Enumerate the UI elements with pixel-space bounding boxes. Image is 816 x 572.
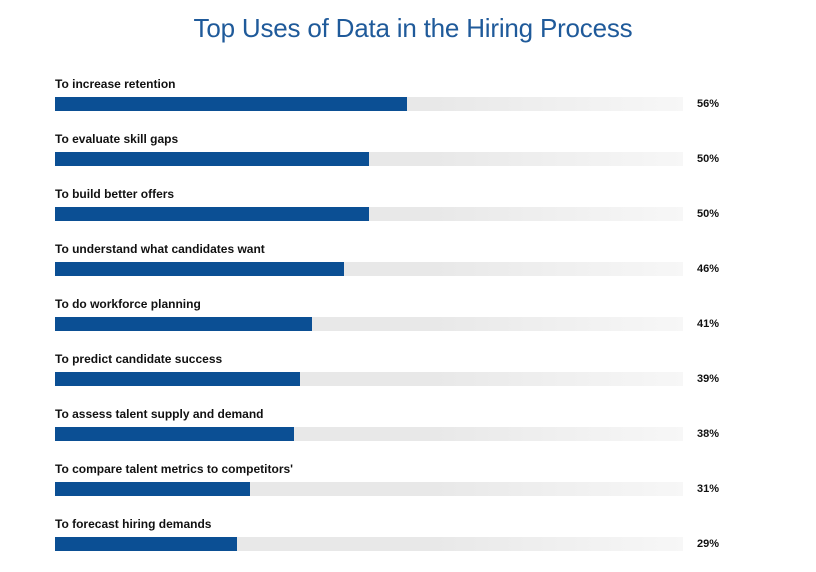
bar-value-label: 41% (697, 318, 720, 330)
bar-fill (55, 207, 369, 221)
bar-row: To build better offers 50% (55, 187, 755, 242)
bar-row: To understand what candidates want 46% (55, 242, 755, 297)
bar-label: To do workforce planning (55, 297, 201, 311)
chart-title: Top Uses of Data in the Hiring Process (193, 13, 633, 43)
bar-track (55, 372, 683, 386)
bar-fill (55, 317, 313, 331)
bar-fill (55, 97, 407, 111)
bar-fill (55, 427, 294, 441)
bar-list: To increase retention 56% To evaluate skil… (55, 77, 755, 572)
bar-row: To compare talent metrics to competitors… (55, 462, 755, 517)
bar-row: To increase retention 56% (55, 77, 755, 132)
bar-track (55, 97, 683, 111)
bar-label: To increase retention (55, 77, 176, 91)
bar-value-label: 29% (697, 538, 720, 550)
bar-track (55, 537, 683, 551)
bar-fill (55, 372, 300, 386)
bar-row: To do workforce planning 41% (55, 297, 755, 352)
bar-value-label: 50% (697, 208, 720, 220)
bar-fill (55, 537, 238, 551)
bar-label: To understand what candidates want (55, 242, 265, 256)
bar-row: To assess talent supply and demand 38% (55, 407, 755, 462)
bar-track (55, 317, 683, 331)
bar-fill (55, 482, 250, 496)
bar-fill (55, 262, 344, 276)
bar-label: To forecast hiring demands (55, 517, 212, 531)
bar-track (55, 262, 683, 276)
bar-label: To predict candidate success (55, 352, 223, 366)
bar-fill (55, 152, 369, 166)
bar-row: To predict candidate success 39% (55, 352, 755, 407)
bar-row: To evaluate skill gaps 50% (55, 132, 755, 187)
bar-value-label: 39% (697, 373, 720, 385)
bar-track (55, 482, 683, 496)
bar-label: To assess talent supply and demand (55, 407, 264, 421)
bar-label: To evaluate skill gaps (55, 132, 179, 146)
bar-value-label: 46% (697, 263, 720, 275)
bar-label: To compare talent metrics to competitors… (55, 462, 294, 476)
bar-value-label: 38% (697, 428, 720, 440)
bar-label: To build better offers (55, 187, 175, 201)
bar-track (55, 207, 683, 221)
bar-value-label: 50% (697, 153, 720, 165)
bar-track (55, 152, 683, 166)
bar-value-label: 56% (697, 98, 720, 110)
bar-value-label: 31% (697, 483, 720, 495)
bar-row: To forecast hiring demands 29% (55, 517, 755, 572)
bar-track (55, 427, 683, 441)
